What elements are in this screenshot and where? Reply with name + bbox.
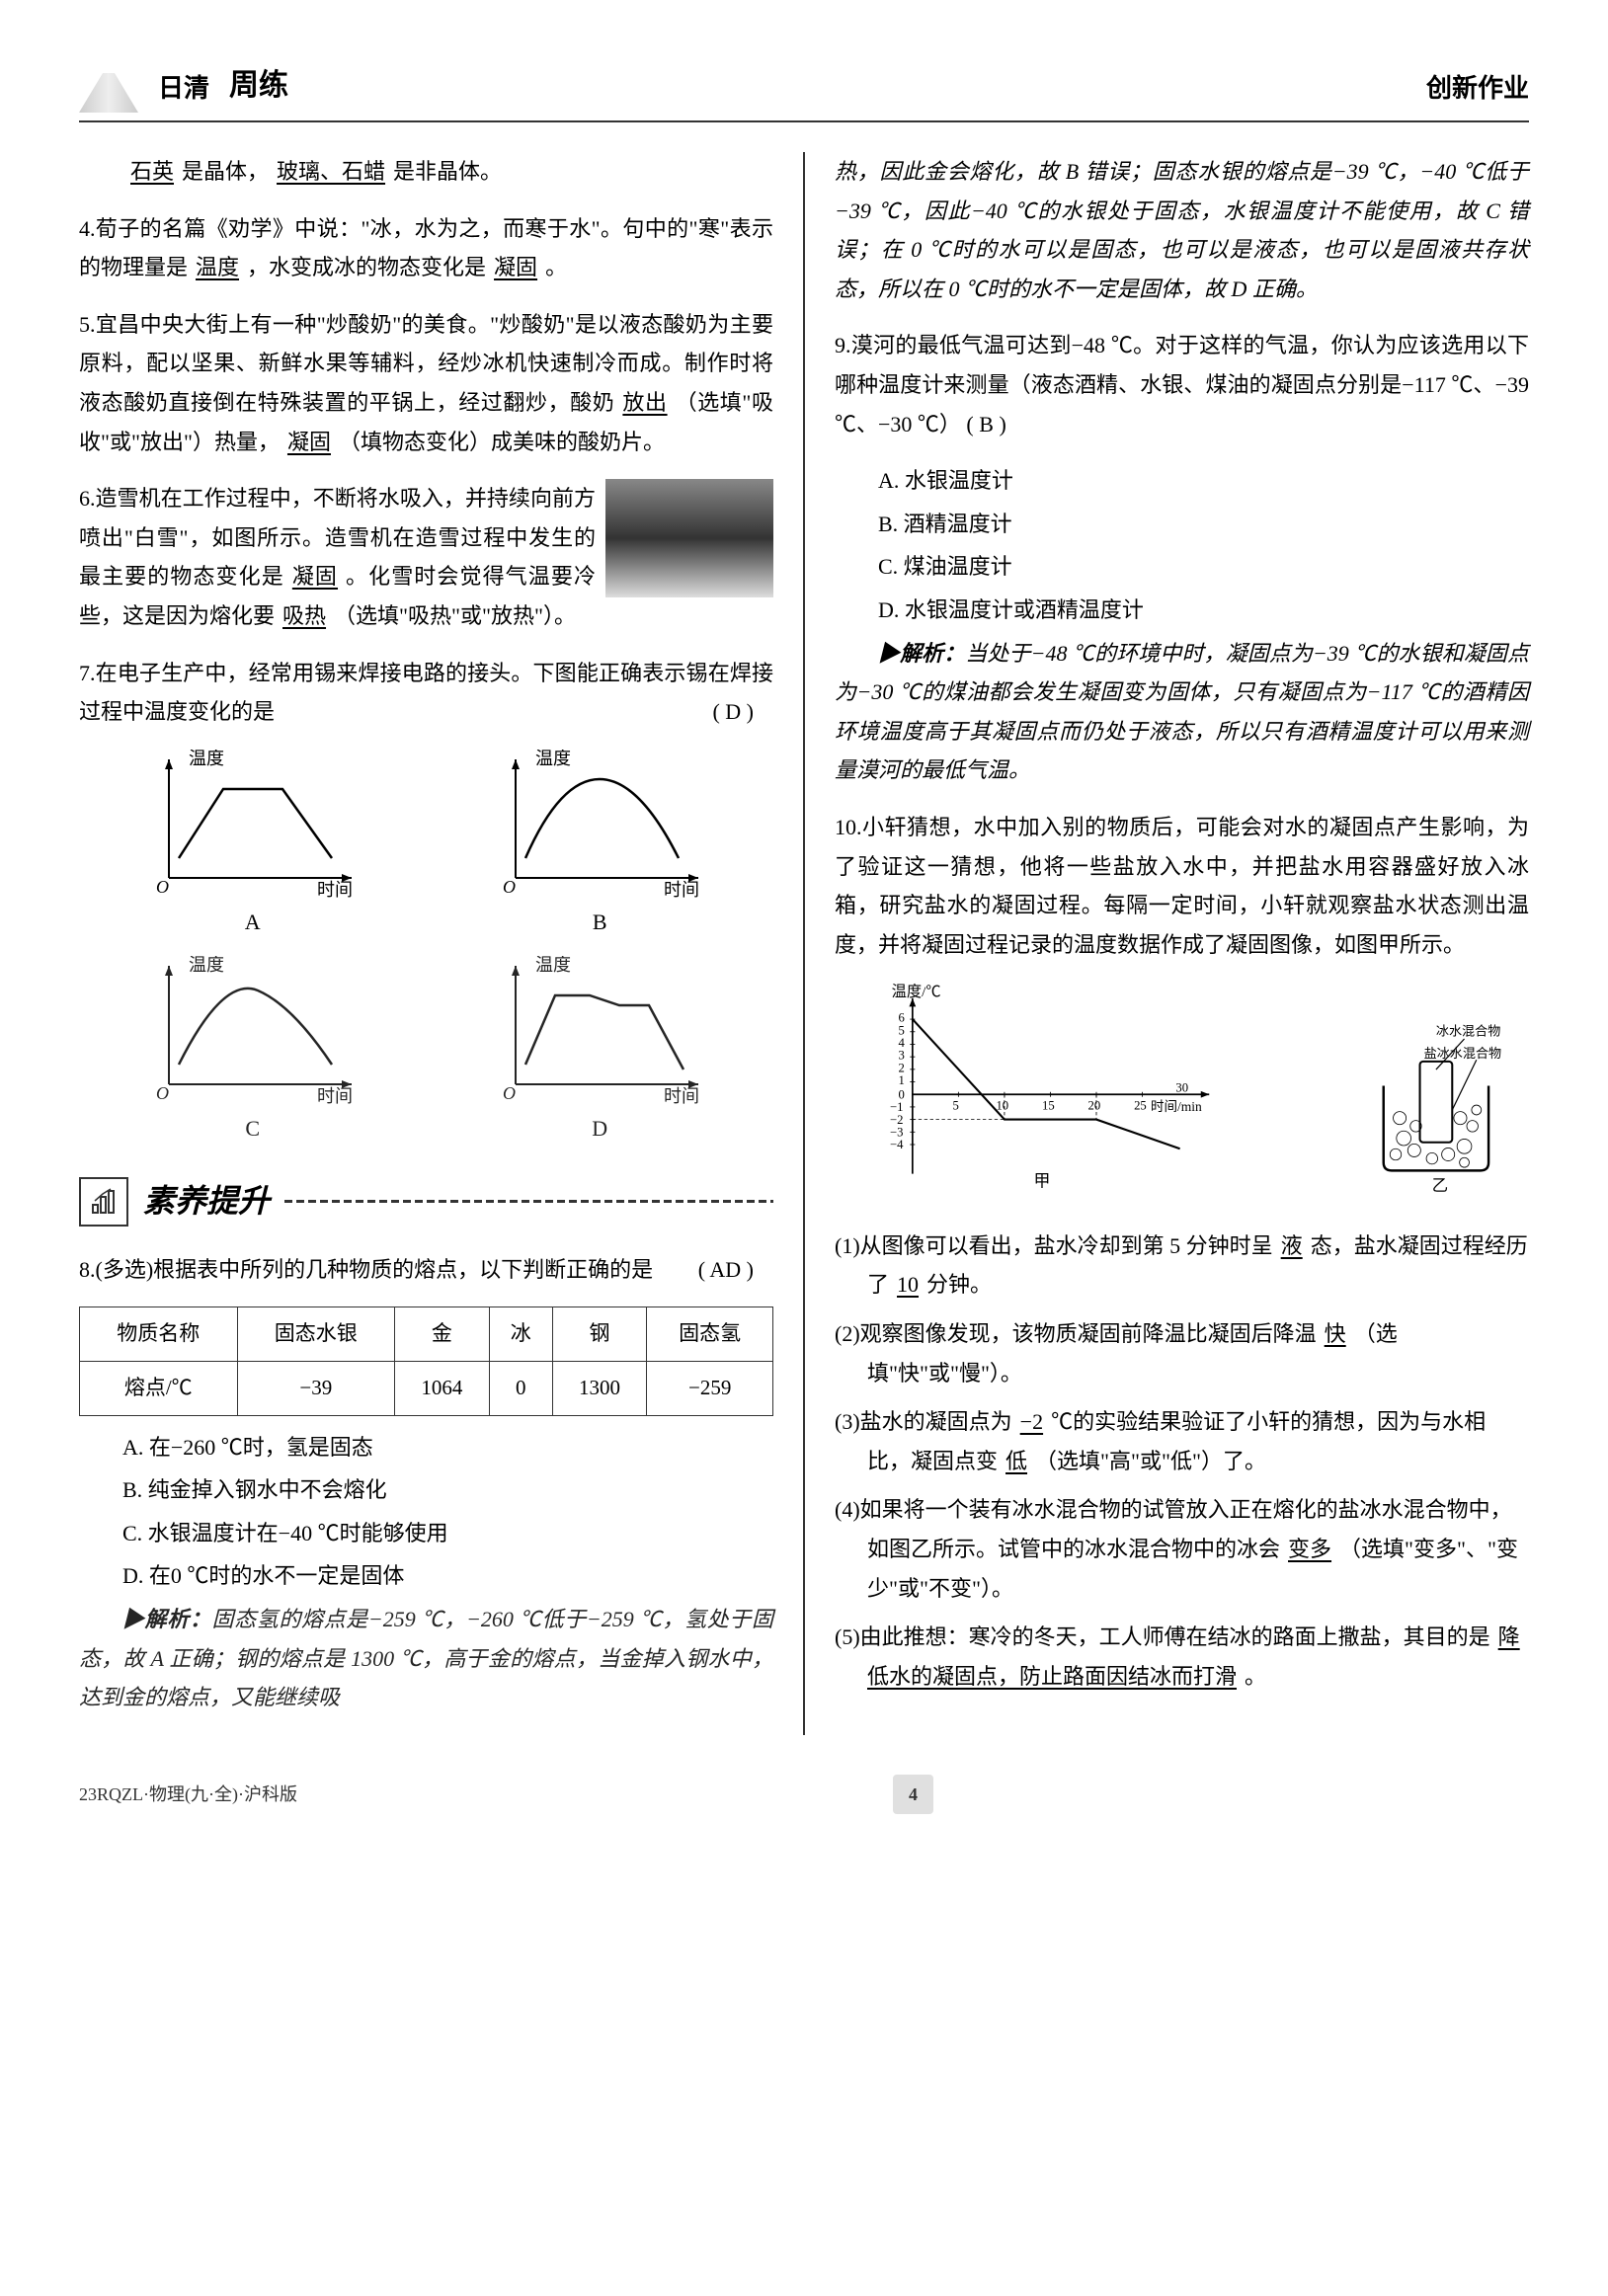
q10-chart-jia: 温度/℃ 6 5 4 3 2 1 0 −1 −2 −3 −4 5 <box>835 982 1249 1212</box>
q10-sub3: (3)盐水的凝固点为−2℃的实验结果验证了小轩的猜想，因为与水相比，凝固点变低（… <box>835 1402 1529 1480</box>
svg-text:5: 5 <box>952 1099 958 1113</box>
svg-text:O: O <box>503 1083 516 1103</box>
svg-text:时间: 时间 <box>664 1086 699 1104</box>
chart-c: 温度 时间 O C <box>144 956 362 1148</box>
svg-text:20: 20 <box>1088 1099 1101 1113</box>
section-header: 素养提升 <box>79 1173 773 1230</box>
svg-text:甲: 甲 <box>1034 1172 1051 1191</box>
question-6: 6.造雪机在工作过程中，不断将水吸入，并持续向前方喷出"白雪"，如图所示。造雪机… <box>79 479 773 635</box>
q10-beaker-yi: 冰水混合物 盐冰水混合物 乙 <box>1351 1021 1529 1212</box>
q10-sub5: (5)由此推想：寒冷的冬天，工人师傅在结冰的路面上撒盐，其目的是降低水的凝固点，… <box>835 1618 1529 1696</box>
q8-analysis-continued: 热，因此金会熔化，故 B 错误；固态水银的熔点是−39 ℃，−40 ℃低于−39… <box>835 152 1529 308</box>
svg-text:温度: 温度 <box>535 956 571 975</box>
melting-point-table: 物质名称 固态水银 金 冰 钢 固态氢 熔点/℃ −39 1064 0 1300… <box>79 1306 773 1416</box>
svg-text:15: 15 <box>1042 1099 1055 1113</box>
section-title: 素养提升 <box>143 1173 270 1230</box>
question-10: 10.小轩猜想，水中加入别的物质后，可能会对水的凝固点产生影响，为了验证这一猜想… <box>835 808 1529 964</box>
svg-text:30: 30 <box>1175 1081 1188 1095</box>
q10-sub2: (2)观察图像发现，该物质凝固前降温比凝固后降温快（选填"快"或"慢"）。 <box>835 1314 1529 1392</box>
svg-text:−4: −4 <box>890 1139 904 1152</box>
svg-text:温度: 温度 <box>535 750 571 768</box>
content-area: 石英是晶体，玻璃、石蜡是非晶体。 4.荀子的名篇《劝学》中说："冰，水为之，而寒… <box>79 152 1529 1735</box>
question-8: 8.(多选)根据表中所列的几种物质的熔点，以下判断正确的是 ( AD ) <box>79 1250 773 1290</box>
svg-text:乙: 乙 <box>1432 1176 1448 1195</box>
q8-options: A. 在−260 ℃时，氢是固态 B. 纯金掉入钢水中不会熔化 C. 水银温度计… <box>122 1428 773 1596</box>
q10-sub4: (4)如果将一个装有冰水混合物的试管放入正在熔化的盐冰水混合物中，如图乙所示。试… <box>835 1490 1529 1608</box>
header-right: 创新作业 <box>1426 66 1529 113</box>
book-icon <box>79 73 138 113</box>
svg-text:1: 1 <box>898 1073 904 1087</box>
q8-answer: ( AD ) <box>698 1250 754 1290</box>
chart-d: 温度 时间 O D <box>491 956 708 1148</box>
page-number: 4 <box>893 1775 933 1814</box>
chart-bar-icon <box>79 1177 128 1227</box>
svg-text:时间: 时间 <box>317 880 353 898</box>
left-column: 石英是晶体，玻璃、石蜡是非晶体。 4.荀子的名篇《劝学》中说："冰，水为之，而寒… <box>79 152 773 1735</box>
question-4: 4.荀子的名篇《劝学》中说："冰，水为之，而寒于水"。句中的"寒"表示的物理量是… <box>79 209 773 287</box>
table-data-row: 熔点/℃ −39 1064 0 1300 −259 <box>80 1361 773 1415</box>
svg-text:时间: 时间 <box>317 1086 353 1104</box>
svg-text:O: O <box>503 877 516 897</box>
q8-analysis: ▶解析：固态氢的熔点是−259 ℃，−260 ℃低于−259 ℃，氢处于固态，故… <box>79 1600 773 1717</box>
section-line <box>284 1200 773 1203</box>
q7-charts-row1: 温度 时间 O A 温度 时间 <box>79 750 773 942</box>
svg-text:温度: 温度 <box>189 750 224 768</box>
header-left: 日清 周练 <box>79 59 288 113</box>
chart-b: 温度 时间 O B <box>491 750 708 942</box>
svg-text:盐冰水混合物: 盐冰水混合物 <box>1424 1046 1501 1061</box>
svg-text:O: O <box>156 877 169 897</box>
q10-sub1: (1)从图像可以看出，盐水冷却到第 5 分钟时呈液态，盐水凝固过程经历了10分钟… <box>835 1227 1529 1305</box>
right-column: 热，因此金会熔化，故 B 错误；固态水银的熔点是−39 ℃，−40 ℃低于−39… <box>835 152 1529 1735</box>
question-9: 9.漠河的最低气温可达到−48 ℃。对于这样的气温，你认为应该选用以下哪种温度计… <box>835 326 1529 443</box>
footer-left: 23RQZL·物理(九·全)·沪科版 <box>79 1779 297 1810</box>
svg-text:10: 10 <box>996 1099 1008 1113</box>
chart-a: 温度 时间 O A <box>144 750 362 942</box>
page-header: 日清 周练 创新作业 <box>79 59 1529 122</box>
table-header-row: 物质名称 固态水银 金 冰 钢 固态氢 <box>80 1307 773 1362</box>
q9-analysis: ▶解析：当处于−48 ℃的环境中时，凝固点为−39 ℃的水银和凝固点为−30 ℃… <box>835 634 1529 790</box>
q7-answer: ( D ) <box>712 692 754 732</box>
q10-charts: 温度/℃ 6 5 4 3 2 1 0 −1 −2 −3 −4 5 <box>835 982 1529 1212</box>
header-title-left: 日清 <box>158 66 209 113</box>
svg-text:25: 25 <box>1134 1099 1147 1113</box>
svg-text:时间: 时间 <box>664 880 699 898</box>
snow-machine-image <box>605 479 773 597</box>
q9-options: A. 水银温度计 B. 酒精温度计 C. 煤油温度计 D. 水银温度计或酒精温度… <box>878 461 1529 629</box>
svg-text:温度/℃: 温度/℃ <box>892 985 941 1001</box>
svg-text:温度: 温度 <box>189 956 224 975</box>
page-footer: 23RQZL·物理(九·全)·沪科版 4 <box>79 1775 1529 1814</box>
svg-text:冰水混合物: 冰水混合物 <box>1436 1024 1500 1039</box>
question-5: 5.宜昌中央大街上有一种"炒酸奶"的美食。"炒酸奶"是以液态酸奶为主要原料，配以… <box>79 305 773 461</box>
q3-continuation: 石英是晶体，玻璃、石蜡是非晶体。 <box>79 152 773 192</box>
q7-charts-row2: 温度 时间 O C 温度 时间 <box>79 956 773 1148</box>
q9-answer: ( B ) <box>966 412 1005 436</box>
header-title-bold: 周练 <box>229 59 288 113</box>
svg-text:时间/min: 时间/min <box>1151 1099 1202 1114</box>
question-7: 7.在电子生产中，经常用锡来焊接电路的接头。下图能正确表示锡在焊接过程中温度变化… <box>79 654 773 732</box>
svg-text:O: O <box>156 1083 169 1103</box>
column-divider <box>803 152 805 1735</box>
